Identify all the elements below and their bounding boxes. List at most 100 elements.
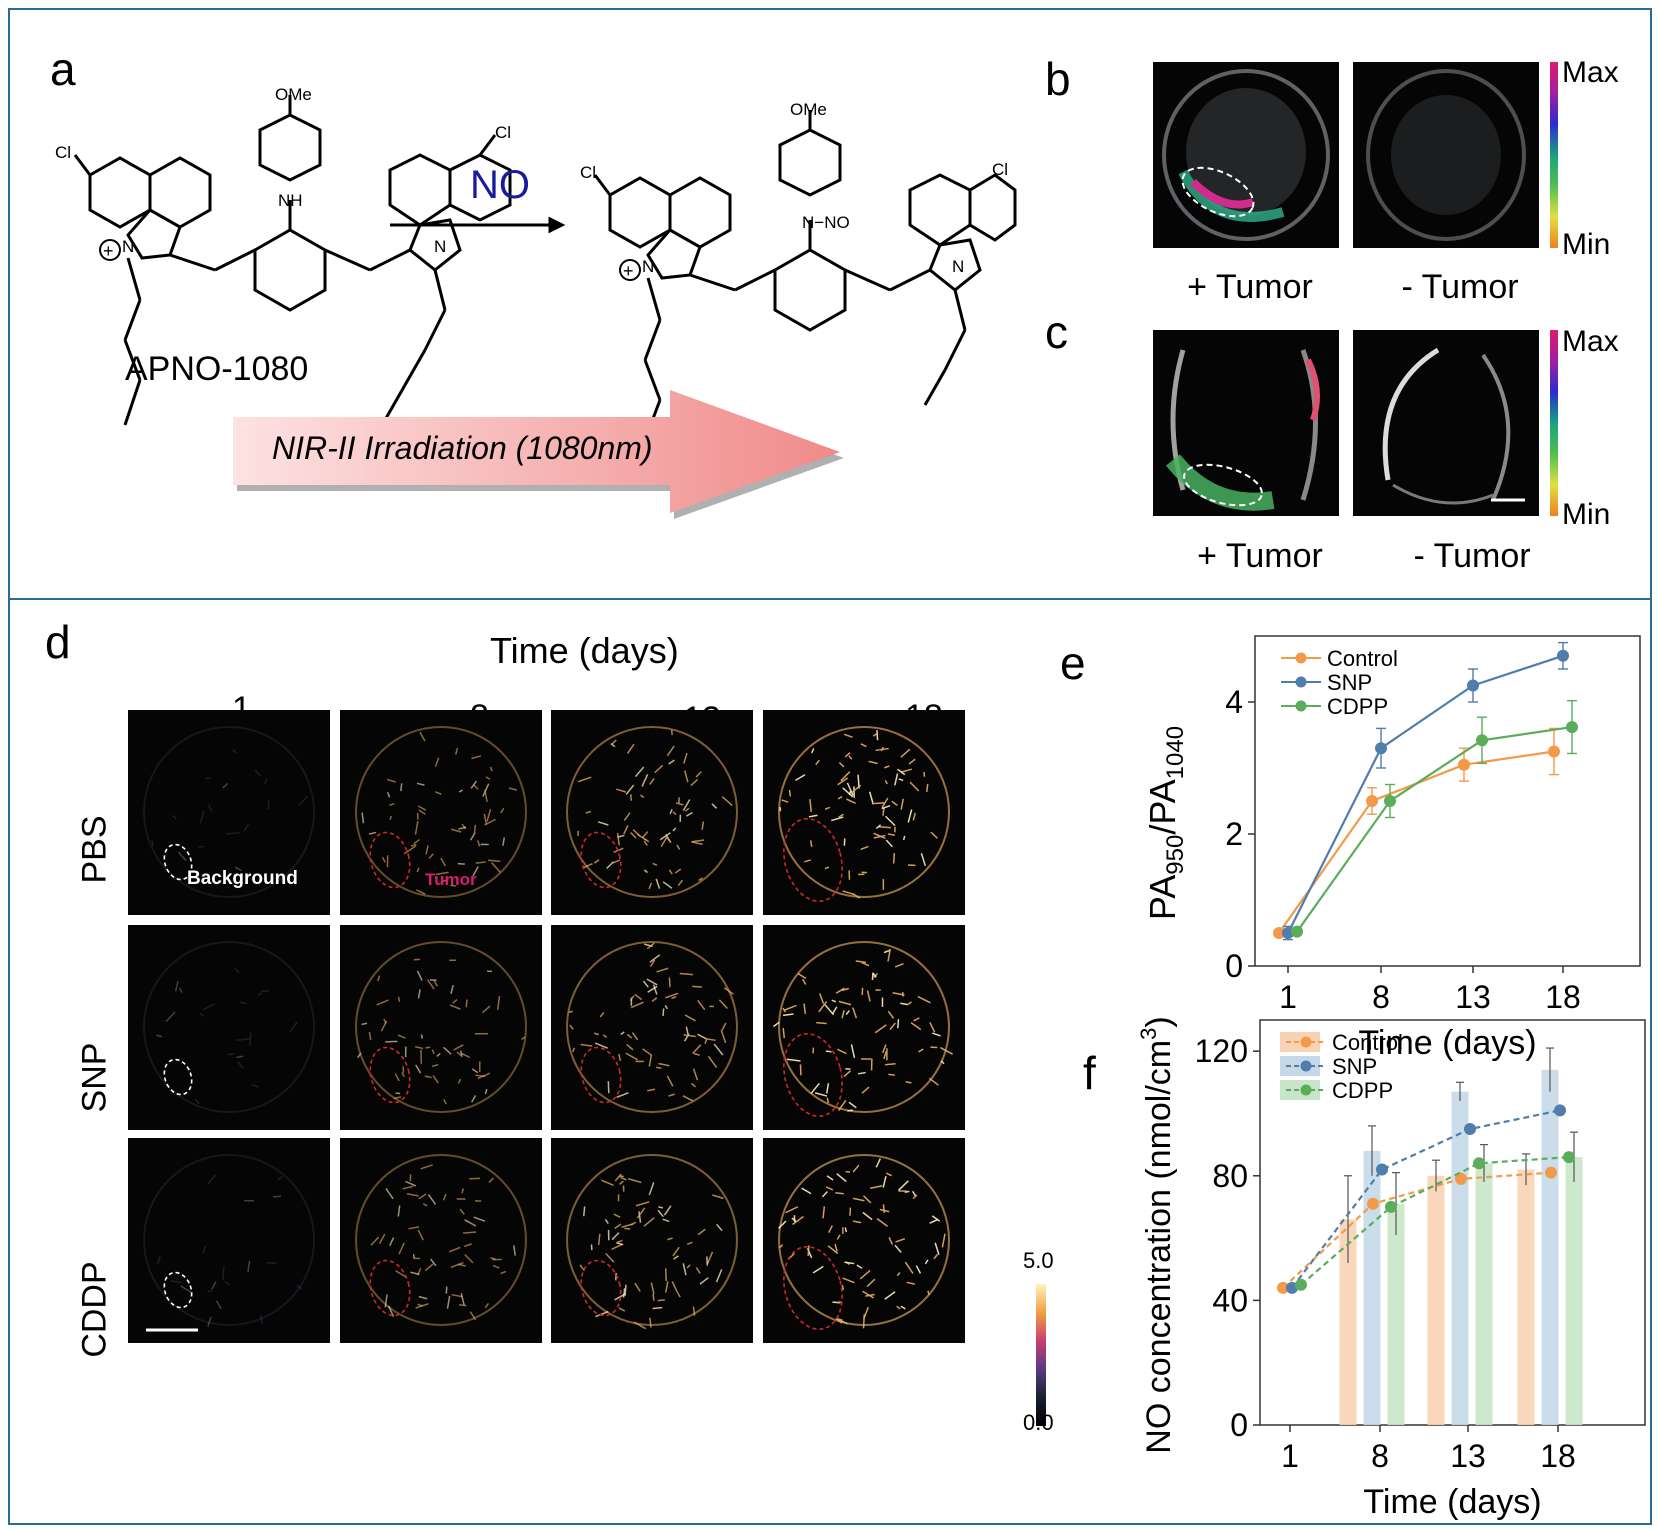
data-point-control: [1545, 1166, 1557, 1179]
cl-label-3: Cl: [580, 163, 596, 182]
row-label-pbs: PBS: [75, 815, 114, 884]
series-line-cdpp: [1300, 1155, 1570, 1286]
series-line-snp: [1287, 654, 1564, 934]
legend-label-snp: SNP: [1332, 1054, 1377, 1079]
pa-image-snp-day-8: [340, 925, 542, 1130]
data-point-snp: [1282, 927, 1294, 939]
plus-charge-2: +: [623, 261, 634, 281]
bar-control: [1339, 1219, 1357, 1425]
bar-snp: [1541, 1069, 1559, 1425]
x-tick-label: 8: [1372, 979, 1390, 1015]
row-label-snp: SNP: [75, 1042, 114, 1113]
legend-marker: [1295, 652, 1307, 664]
nir-arrow-text: NIR-II Irradiation (1080nm): [272, 430, 653, 466]
pa-image-cddp-day-13: [551, 1138, 753, 1343]
x-axis-label: Time (days): [1363, 1483, 1541, 1521]
pa-image-pbs-day-8: [340, 710, 542, 915]
panel-f-label: f: [1083, 1047, 1096, 1099]
legend-swatch-bar: [1280, 1032, 1320, 1052]
ome-label-product: OMe: [790, 100, 827, 119]
data-point-snp: [1554, 1104, 1566, 1117]
data-point-cdpp: [1385, 1200, 1397, 1213]
x-tick-label: 13: [1450, 1438, 1486, 1474]
label-background: Background: [187, 868, 298, 889]
data-point-control: [1277, 1281, 1289, 1294]
data-point-snp: [1467, 679, 1479, 692]
cl-label-1: Cl: [55, 143, 71, 162]
data-point-control: [1455, 1172, 1467, 1185]
x-tick-label: 8: [1371, 1438, 1389, 1474]
data-point-cdpp: [1291, 925, 1303, 938]
data-point-snp: [1286, 1281, 1298, 1294]
bar-snp: [1363, 1150, 1381, 1425]
colorbar-d-min: 0.0: [1023, 1410, 1054, 1435]
legend-label-cdpp: CDPP: [1332, 1078, 1393, 1103]
label-tumor: Tumor: [425, 870, 477, 889]
x-tick-label: 18: [1545, 979, 1581, 1015]
colorbar-b-max: Max: [1562, 56, 1619, 89]
data-point-snp: [1557, 649, 1569, 662]
colorbar-b: [1550, 62, 1558, 248]
pa-image-snp-day-13: [551, 925, 753, 1130]
pa-image-pbs-day-13: [551, 710, 753, 915]
y-axis-label: PA950/PA1040: [1142, 726, 1189, 920]
caption-c-no-tumor: - Tumor: [1413, 537, 1531, 575]
data-point-snp: [1375, 742, 1387, 755]
colorbar-b-min: Min: [1562, 228, 1611, 261]
data-point-control: [1548, 745, 1560, 758]
colorbar-d: [1036, 1284, 1046, 1426]
y-tick-label: 80: [1212, 1158, 1248, 1194]
bottom-panel-frame: [8, 598, 1652, 1525]
n-no-label: N−NO: [802, 213, 850, 232]
data-point-control: [1366, 795, 1378, 807]
legend-marker: [1300, 1084, 1312, 1096]
legend-marker: [1295, 700, 1307, 712]
legend-label-control: Control: [1327, 646, 1398, 671]
cl-label-2: Cl: [495, 123, 511, 142]
nh-label: NH: [278, 191, 303, 210]
pa-image-cddp-day-18: [763, 1138, 965, 1343]
legend-marker: [1300, 1036, 1312, 1048]
data-point-control: [1273, 927, 1285, 939]
pa-image-b-tumor: [1153, 62, 1339, 248]
colorbar-d-max: 5.0: [1023, 1248, 1054, 1273]
data-point-control: [1367, 1197, 1379, 1210]
reagent-no: NO: [470, 163, 530, 207]
series-line-control: [1282, 1171, 1552, 1289]
legend-label-snp: SNP: [1327, 670, 1372, 695]
time-title-d: Time (days): [490, 630, 679, 671]
caption-c-tumor: + Tumor: [1197, 537, 1323, 575]
bar-cdpp: [1565, 1157, 1583, 1425]
series-line-cdpp: [1296, 725, 1573, 933]
y-tick-label: 4: [1225, 684, 1243, 720]
pa-image-cddp-day-8: [340, 1138, 542, 1343]
y-tick-label: 0: [1225, 948, 1243, 984]
series-line-control: [1278, 750, 1555, 934]
n-label-2: N: [434, 237, 446, 256]
panel-c-label: c: [1045, 306, 1068, 358]
colorbar-c-min: Min: [1562, 498, 1611, 531]
pa-image-b-no-tumor: [1353, 62, 1539, 248]
ome-label-reactant: OMe: [275, 85, 312, 104]
pa-image-snp-day-1: [128, 925, 330, 1130]
y-tick-label: 40: [1212, 1282, 1248, 1318]
legend-swatch-bar: [1280, 1056, 1320, 1076]
bar-snp: [1451, 1091, 1469, 1425]
plus-charge-1: +: [103, 241, 114, 261]
bar-control: [1517, 1169, 1535, 1425]
y-tick-label: 120: [1195, 1033, 1248, 1069]
pa-image-pbs-day-18: [763, 710, 965, 915]
data-point-snp: [1376, 1163, 1388, 1176]
y-axis-label: NO concentration (nmol/cm3): [1136, 1016, 1178, 1453]
x-tick-label: 1: [1281, 1438, 1299, 1474]
pa-image-c-tumor: [1153, 330, 1339, 516]
cl-label-4: Cl: [992, 160, 1008, 179]
pa-image-snp-day-18: [763, 925, 965, 1130]
colorbar-c-max: Max: [1562, 325, 1619, 358]
x-tick-label: 1: [1279, 979, 1297, 1015]
data-point-cdpp: [1384, 795, 1396, 807]
pa-image-pbs-day-1: [128, 710, 330, 915]
data-point-cdpp: [1473, 1157, 1485, 1170]
